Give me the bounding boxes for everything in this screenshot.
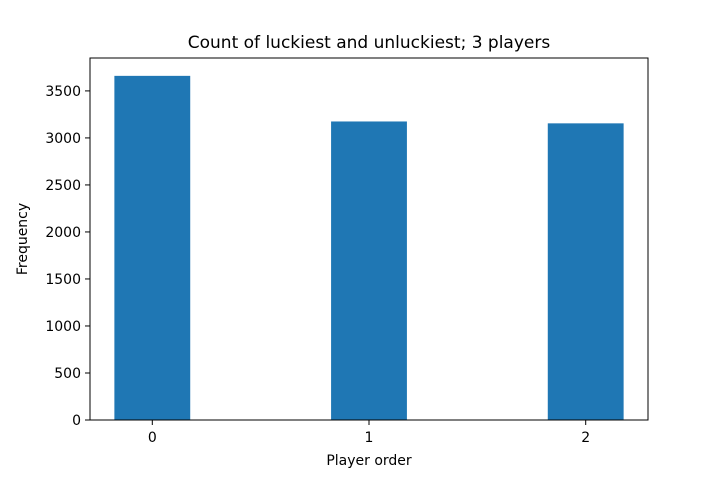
bar-2 — [547, 123, 624, 420]
y-tick-label: 2500 — [45, 178, 81, 194]
x-tick-label: 0 — [148, 430, 157, 446]
y-axis-label: Frequency — [15, 203, 31, 275]
bars-layer — [114, 75, 624, 421]
y-tick-label: 1500 — [45, 272, 81, 288]
bar-1 — [331, 121, 407, 420]
y-tick-label: 500 — [54, 366, 81, 382]
x-tick-label: 2 — [581, 430, 590, 446]
bar-0 — [114, 75, 191, 421]
x-tick-label: 1 — [365, 430, 374, 446]
ticks-layer: 0 1 2 0 500 1000 1500 2000 2500 3000 3500 — [45, 84, 590, 446]
y-tick-label: 0 — [72, 413, 81, 429]
plot-frame — [89, 57, 649, 421]
y-tick-label: 2000 — [45, 225, 81, 241]
x-axis-label: Player order — [326, 453, 412, 469]
y-tick-label: 3500 — [45, 84, 81, 100]
y-tick-label: 1000 — [45, 319, 81, 335]
chart-title: Count of luckiest and unluckiest; 3 play… — [188, 33, 551, 53]
y-tick-label: 3000 — [45, 131, 81, 147]
